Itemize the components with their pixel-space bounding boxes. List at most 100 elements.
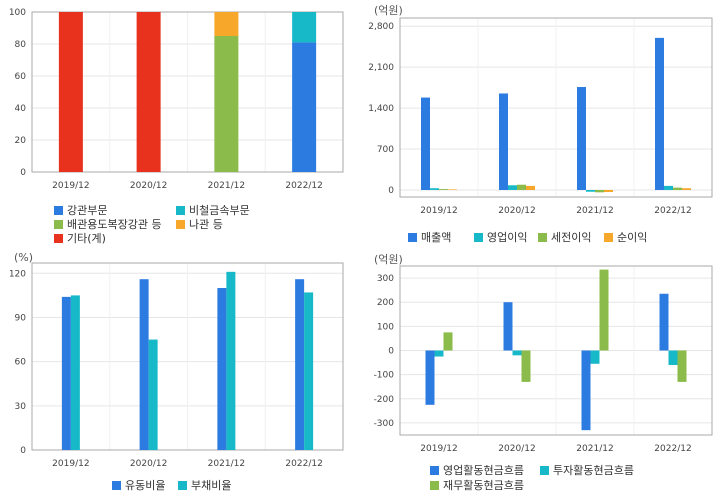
y-tick-label: 0 — [388, 186, 394, 196]
bar — [434, 350, 444, 357]
legend-item[interactable]: 재무활동현금흐름 — [430, 477, 524, 493]
x-tick-label: 2022/12 — [285, 459, 322, 469]
legend-item[interactable]: 배관용도복장강관 등 — [54, 216, 162, 232]
bar — [664, 185, 673, 190]
y-tick-label: 200 — [377, 298, 394, 308]
x-tick-label: 2022/12 — [654, 444, 691, 454]
legend-item[interactable]: 강관부문 — [54, 202, 107, 218]
bar — [499, 93, 508, 190]
bar — [508, 185, 517, 190]
legend-swatch — [430, 465, 439, 475]
y-tick-label: 120 — [9, 269, 26, 279]
y-tick-label: -100 — [374, 371, 395, 381]
bar — [581, 350, 591, 431]
bar — [295, 279, 305, 450]
legend-item[interactable]: 부채비율 — [178, 477, 231, 493]
legend-item[interactable]: 순이익 — [604, 229, 647, 245]
legend-item[interactable]: 나관 등 — [176, 216, 223, 232]
legend-item[interactable]: 투자활동현금흐름 — [540, 462, 634, 478]
income-chart-panel: (억원) 0 700 1,400 2,100 2,800 2019/12 2020/12 20… — [360, 0, 720, 248]
bar — [214, 12, 239, 36]
legend-label: 나관 등 — [189, 218, 223, 231]
bar — [668, 350, 678, 365]
x-tick-label: 2021/12 — [576, 206, 613, 216]
bar — [503, 302, 513, 351]
bar — [517, 184, 526, 190]
bar — [217, 288, 227, 450]
unit-label: (%) — [14, 251, 34, 264]
x-tick-label: 2021/12 — [576, 444, 613, 454]
bar — [577, 87, 586, 190]
legend-label: 영업활동현금흐름 — [443, 464, 524, 477]
bar — [421, 97, 430, 190]
x-tick-label: 2022/12 — [654, 206, 691, 216]
legend-label: 영업이익 — [487, 231, 528, 244]
x-tick-label: 2019/12 — [420, 206, 457, 216]
y-tick-label: 30 — [15, 402, 27, 412]
x-tick-label: 2021/12 — [208, 459, 245, 469]
y-tick-label: 0 — [20, 446, 26, 456]
bar — [439, 189, 448, 190]
x-tick-label: 2020/12 — [130, 459, 167, 469]
segment-chart: 0 20 40 60 80 100 2019/12 2020/12 2021/12 2022/12 — [9, 8, 344, 191]
legend-label: 강관부문 — [67, 204, 108, 217]
legend-label: 투자활동현금흐름 — [553, 464, 634, 477]
bar — [443, 332, 453, 351]
y-tick-label: 2,800 — [368, 22, 394, 32]
legend-item[interactable]: 영업이익 — [474, 229, 527, 245]
x-tick-label: 2019/12 — [52, 181, 89, 191]
legend-item[interactable]: 매출액 — [408, 229, 451, 245]
ratio-chart-panel: (%) 0 30 60 90 120 2019/12 2020/12 2021/12 2022/… — [0, 248, 360, 496]
legend-item[interactable]: 기타(계) — [54, 230, 106, 246]
x-tick-label: 2021/12 — [208, 181, 245, 191]
legend-label: 매출액 — [421, 231, 452, 244]
legend-item[interactable]: 비철금속부문 — [176, 202, 250, 218]
legend-item[interactable]: 영업활동현금흐름 — [430, 462, 524, 478]
legend-swatch — [176, 205, 185, 215]
bar — [659, 293, 669, 351]
y-tick-label: 0 — [20, 168, 26, 178]
bar — [292, 42, 317, 173]
x-tick-label: 2020/12 — [498, 206, 535, 216]
legend-swatch — [538, 232, 547, 242]
y-tick-label: 0 — [388, 347, 394, 357]
legend-item[interactable]: 유동비율 — [112, 477, 165, 493]
bar — [58, 12, 83, 172]
y-tick-label: 2,100 — [368, 63, 394, 73]
bar — [292, 12, 317, 43]
y-tick-label: 20 — [15, 136, 27, 146]
legend-swatch — [474, 232, 483, 242]
bar — [595, 189, 604, 193]
cashflow-chart-panel: (억원) -300 -200 -100 0 100 200 300 2019/12 2020/1… — [360, 248, 720, 496]
segment-chart-panel: 0 20 40 60 80 100 2019/12 2020/12 2021/12 2022/12… — [0, 0, 360, 248]
y-tick-label: 60 — [15, 72, 27, 82]
bar — [70, 295, 80, 450]
y-tick-label: 40 — [15, 104, 27, 114]
legend-swatch — [54, 219, 63, 229]
legend-swatch — [112, 480, 121, 490]
legend-label: 부채비율 — [191, 479, 232, 492]
plot-frame — [399, 265, 713, 436]
y-tick-label: -200 — [374, 395, 395, 405]
legend-swatch — [178, 480, 187, 490]
y-tick-label: 60 — [15, 358, 27, 368]
legend-label: 순이익 — [617, 231, 648, 244]
y-tick-label: 90 — [15, 313, 27, 323]
x-tick-label: 2020/12 — [498, 444, 535, 454]
legend-swatch — [408, 232, 417, 242]
plot-frame — [399, 17, 713, 198]
y-tick-label: 300 — [377, 274, 394, 284]
income-chart: 0 700 1,400 2,100 2,800 2019/12 2020/12 2021/12… — [368, 17, 713, 216]
bar — [512, 350, 522, 356]
bar — [61, 296, 71, 450]
legend-item[interactable]: 세전이익 — [538, 229, 591, 245]
legend-swatch — [604, 232, 613, 242]
legend-label: 배관용도복장강관 등 — [67, 218, 162, 231]
bar — [604, 189, 613, 193]
x-tick-label: 2022/12 — [285, 181, 322, 191]
bar — [304, 292, 314, 450]
bar — [677, 350, 687, 382]
unit-label: (억원) — [374, 253, 403, 266]
bar — [136, 12, 161, 172]
bar — [599, 269, 609, 351]
